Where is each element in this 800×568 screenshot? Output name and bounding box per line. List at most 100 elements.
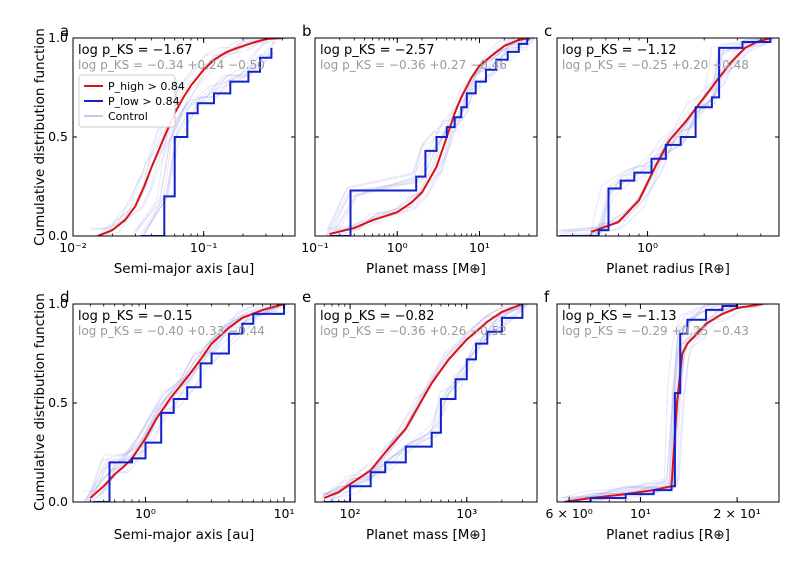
legend-label: Control xyxy=(108,110,148,123)
series-high-line xyxy=(323,304,523,499)
control-line xyxy=(83,304,278,501)
pks-statistic: log p_KS = −0.15 xyxy=(78,309,192,324)
x-tick-label: 10³ xyxy=(456,506,477,521)
y-tick-label: 1.0 xyxy=(48,30,68,45)
control-line xyxy=(143,41,276,233)
series-high-line xyxy=(97,38,283,236)
panel-letter: a xyxy=(60,22,69,40)
series-low-line xyxy=(324,304,524,502)
y-tick-label: 0.5 xyxy=(48,129,68,144)
control-line xyxy=(85,304,277,502)
legend: P_high > 0.84 P_low > 0.84 Control xyxy=(78,74,185,128)
x-tick-label: 10¹ xyxy=(469,240,490,255)
control-line xyxy=(135,50,267,230)
pks-control-statistic: log p_KS = −0.25 +0.20 −0.48 xyxy=(562,58,749,72)
control-line xyxy=(143,41,275,236)
panel-c: 10⁰ Planet radius [R⊕] c log p_KS = −1.12lo… xyxy=(544,22,780,277)
x-axis-title: Planet radius [R⊕] xyxy=(606,261,730,277)
control-line xyxy=(85,304,281,502)
control-line xyxy=(589,38,770,231)
panel-letter: f xyxy=(544,288,550,306)
x-tick-label: 10⁰ xyxy=(387,240,408,255)
series-low-line xyxy=(93,304,285,502)
series-low-line xyxy=(140,47,273,236)
control-line xyxy=(326,38,525,236)
x-tick-label: 6 × 10⁰ xyxy=(545,506,592,521)
series-high-line xyxy=(329,38,530,235)
control-line xyxy=(90,38,275,230)
control-line xyxy=(566,304,765,502)
control-line xyxy=(132,41,265,235)
control-line xyxy=(570,304,769,502)
panel-letter: b xyxy=(302,22,312,40)
control-line xyxy=(90,304,282,495)
y-axis-title-top: Cumulative distribution function xyxy=(32,28,48,246)
control-line xyxy=(562,304,736,498)
control-line xyxy=(557,38,764,233)
pks-statistic: log p_KS = −1.13 xyxy=(562,309,676,324)
pks-statistic: log p_KS = −2.57 xyxy=(320,43,434,58)
x-axis-title: Planet mass [M⊕] xyxy=(366,527,486,543)
control-line xyxy=(564,39,776,234)
control-line xyxy=(142,51,275,236)
pks-statistic: log p_KS = −1.67 xyxy=(78,43,192,58)
panel-a: 0.0 0.5 1.0 10⁻² 10⁻¹ Semi-major axis [au] alo… xyxy=(48,22,296,277)
control-line xyxy=(561,310,735,499)
series-high-line xyxy=(89,304,285,499)
control-line xyxy=(99,311,291,496)
control-line xyxy=(88,304,283,500)
control-line xyxy=(139,53,271,236)
control-line xyxy=(328,305,528,502)
x-tick-label: 10⁻¹ xyxy=(190,240,218,255)
y-axis-title: Cumulative distribution function xyxy=(32,293,48,511)
panel-e: 10² 10³ Planet mass [M⊕] e log p_KS = −0.82l… xyxy=(302,288,538,543)
x-tick-label: 10² xyxy=(340,506,361,521)
control-line xyxy=(90,307,282,502)
y-tick-label: 0.0 xyxy=(48,228,68,243)
panel-f: 6 × 10⁰ 10¹ 2 × 10¹ Planet radius [R⊕] f log … xyxy=(544,288,780,543)
pks-statistic: log p_KS = −1.12 xyxy=(562,43,676,58)
legend-label: P_high > 0.84 xyxy=(108,80,185,93)
control-line xyxy=(83,310,277,492)
control-line xyxy=(329,304,529,502)
control-line xyxy=(571,304,771,502)
control-line xyxy=(559,305,758,502)
series-low-line xyxy=(329,38,529,236)
panel-letter: d xyxy=(60,288,70,306)
panel-b: 10⁻¹ 10⁰ 10¹ Planet mass [M⊕] b log p_KS = −2… xyxy=(301,22,538,277)
panel-d: 0.0 0.5 1.0 10⁰ 10¹ Semi-major axis [au] d log … xyxy=(48,288,296,543)
control-line xyxy=(98,304,291,502)
legend-box xyxy=(78,74,176,128)
x-tick-label: 10¹ xyxy=(274,506,295,521)
x-tick-label: 10¹ xyxy=(630,506,651,521)
x-axis-title: Semi-major axis [au] xyxy=(114,261,255,277)
x-tick-label: 10⁻² xyxy=(59,240,87,255)
series-low-line xyxy=(564,304,739,502)
y-axis-title-bottom: Cumulative distribution function xyxy=(32,293,48,511)
control-line xyxy=(322,308,522,496)
pks-control-statistic: log p_KS = −0.36 +0.26 −0.52 xyxy=(320,324,507,338)
control-line xyxy=(564,304,738,502)
control-line xyxy=(104,38,289,236)
control-line xyxy=(92,304,287,502)
control-line xyxy=(141,52,274,236)
control-line xyxy=(597,38,778,225)
x-tick-label: 10⁻¹ xyxy=(301,240,329,255)
x-tick-label: 2 × 10¹ xyxy=(713,506,760,521)
pks-control-statistic: log p_KS = −0.36 +0.27 −0.46 xyxy=(320,58,507,72)
x-axis-title: Semi-major axis [au] xyxy=(114,527,255,543)
x-axis-title: Planet radius [R⊕] xyxy=(606,527,730,543)
control-line xyxy=(320,306,519,494)
y-axis-title: Cumulative distribution function xyxy=(32,28,48,246)
control-line xyxy=(327,38,528,235)
x-tick-label: 10⁰ xyxy=(637,240,658,255)
control-line xyxy=(334,38,535,236)
y-tick-label: 0.5 xyxy=(48,395,68,410)
y-tick-label: 1.0 xyxy=(48,296,68,311)
panel-letter: e xyxy=(302,288,311,306)
control-line xyxy=(566,304,765,502)
x-axis-title: Planet mass [M⊕] xyxy=(366,261,486,277)
x-tick-label: 10⁰ xyxy=(135,506,156,521)
